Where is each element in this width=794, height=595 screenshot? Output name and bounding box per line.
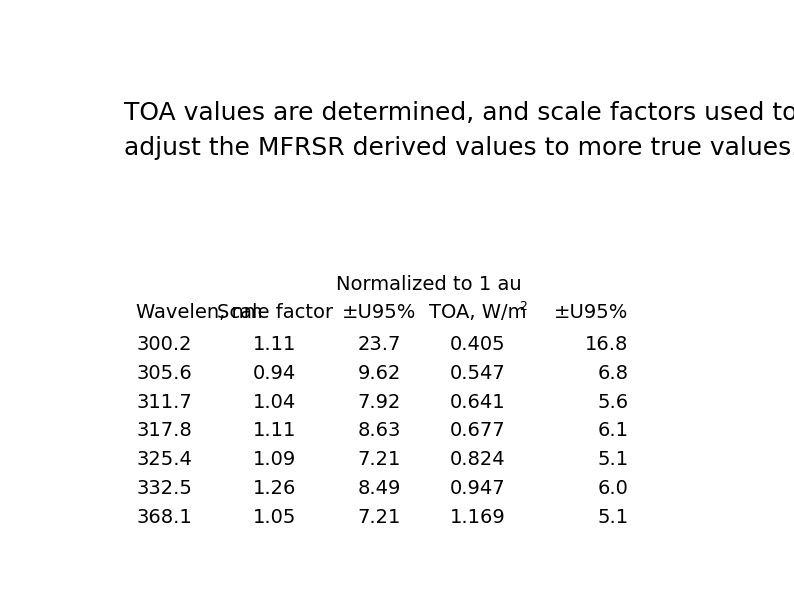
- Text: 7.21: 7.21: [357, 450, 401, 469]
- Text: 300.2: 300.2: [137, 335, 191, 354]
- Text: adjust the MFRSR derived values to more true values.: adjust the MFRSR derived values to more …: [124, 136, 794, 159]
- Text: 0.677: 0.677: [450, 421, 506, 440]
- Text: 9.62: 9.62: [357, 364, 401, 383]
- Text: 311.7: 311.7: [137, 393, 192, 412]
- Text: 332.5: 332.5: [137, 479, 192, 498]
- Text: 1.05: 1.05: [253, 508, 296, 527]
- Text: 0.641: 0.641: [450, 393, 506, 412]
- Text: 317.8: 317.8: [137, 421, 192, 440]
- Text: 6.0: 6.0: [598, 479, 629, 498]
- Text: 305.6: 305.6: [137, 364, 192, 383]
- Text: 5.6: 5.6: [597, 393, 629, 412]
- Text: 8.63: 8.63: [357, 421, 401, 440]
- Text: 1.09: 1.09: [253, 450, 296, 469]
- Text: TOA values are determined, and scale factors used to: TOA values are determined, and scale fac…: [124, 101, 794, 125]
- Text: Scale factor: Scale factor: [217, 303, 333, 322]
- Text: 6.1: 6.1: [597, 421, 629, 440]
- Text: 1.11: 1.11: [253, 335, 296, 354]
- Text: 325.4: 325.4: [137, 450, 192, 469]
- Text: 1.169: 1.169: [450, 508, 506, 527]
- Text: 2: 2: [519, 299, 527, 312]
- Text: 7.92: 7.92: [357, 393, 401, 412]
- Text: 6.8: 6.8: [597, 364, 629, 383]
- Text: ±U95%: ±U95%: [554, 303, 629, 322]
- Text: 1.26: 1.26: [253, 479, 296, 498]
- Text: Wavelen, nm: Wavelen, nm: [137, 303, 263, 322]
- Text: 1.11: 1.11: [253, 421, 296, 440]
- Text: 23.7: 23.7: [357, 335, 401, 354]
- Text: 0.405: 0.405: [450, 335, 506, 354]
- Text: 1.04: 1.04: [253, 393, 296, 412]
- Text: Normalized to 1 au: Normalized to 1 au: [336, 275, 522, 295]
- Text: 16.8: 16.8: [585, 335, 629, 354]
- Text: 0.824: 0.824: [450, 450, 506, 469]
- Text: 0.947: 0.947: [450, 479, 506, 498]
- Text: ±U95%: ±U95%: [342, 303, 416, 322]
- Text: 368.1: 368.1: [137, 508, 192, 527]
- Text: 0.547: 0.547: [450, 364, 506, 383]
- Text: 7.21: 7.21: [357, 508, 401, 527]
- Text: 5.1: 5.1: [597, 450, 629, 469]
- Text: 0.94: 0.94: [253, 364, 296, 383]
- Text: TOA, W/m: TOA, W/m: [429, 303, 526, 322]
- Text: 5.1: 5.1: [597, 508, 629, 527]
- Text: 8.49: 8.49: [357, 479, 401, 498]
